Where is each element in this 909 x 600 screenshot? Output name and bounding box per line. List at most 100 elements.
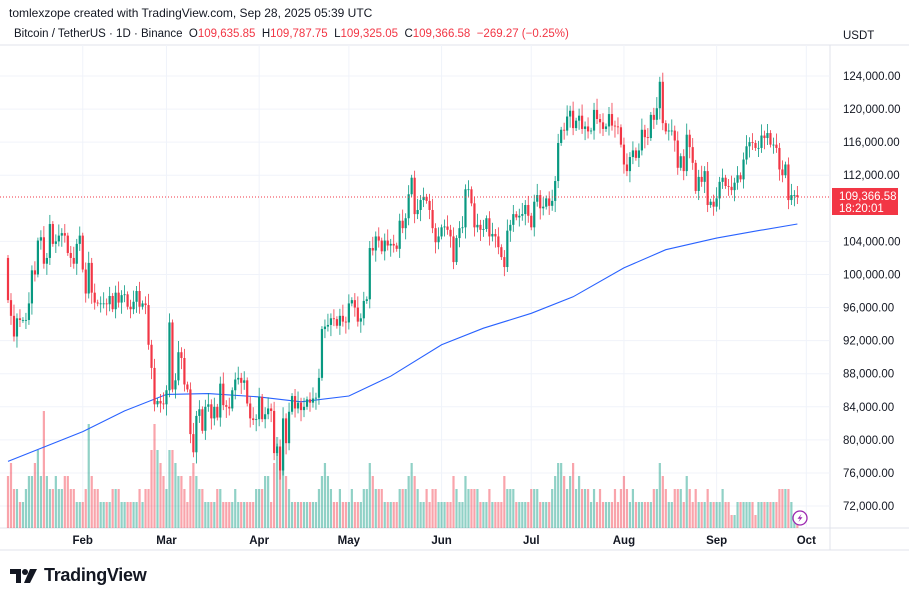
candle-body — [422, 196, 425, 201]
candle-body — [715, 198, 718, 207]
candle — [560, 126, 563, 146]
candle-body — [237, 377, 240, 380]
candle — [601, 113, 605, 136]
candle — [718, 176, 721, 210]
candle-body — [261, 396, 264, 420]
moving-average-line — [7, 223, 798, 462]
candle — [610, 102, 614, 131]
candle-body — [30, 270, 34, 304]
candle — [347, 294, 350, 330]
volume-bar — [207, 502, 210, 528]
candle-body — [296, 402, 300, 409]
candle-body — [610, 114, 614, 126]
volume-bar — [763, 502, 766, 528]
volume-bar — [90, 476, 93, 528]
candle — [790, 183, 793, 206]
candle-body — [177, 352, 180, 381]
volume-bar — [177, 476, 180, 528]
currency-label[interactable]: USDT — [843, 30, 875, 42]
volume-bar — [99, 502, 102, 528]
candle-body — [410, 177, 413, 195]
volume-bar — [485, 502, 488, 528]
volume-bar — [302, 502, 306, 528]
volume-bar — [476, 489, 479, 528]
candle-body — [114, 292, 117, 310]
x-tick-label: Oct — [797, 535, 816, 547]
candle — [518, 208, 521, 227]
volume-bar — [643, 502, 646, 528]
candle — [784, 161, 787, 179]
candle — [643, 124, 646, 149]
candle — [144, 296, 147, 315]
volume-bar — [563, 476, 566, 528]
volume-bar — [407, 476, 410, 528]
candle — [270, 403, 273, 423]
candle-body — [180, 352, 183, 359]
candle-body — [419, 200, 422, 210]
candle — [132, 290, 135, 315]
volume-bar — [790, 502, 793, 528]
candle — [715, 187, 718, 212]
volume-bar — [509, 489, 512, 528]
volume-bar — [712, 502, 715, 528]
volume-bar — [784, 489, 787, 528]
candle — [174, 373, 177, 399]
candle — [667, 123, 670, 141]
volume-bar — [482, 502, 485, 528]
volume-bar — [15, 489, 19, 528]
volume-bar — [153, 424, 156, 528]
candle-body — [201, 409, 204, 431]
candle — [625, 153, 629, 177]
lightning-icon[interactable] — [792, 510, 808, 526]
candle — [374, 231, 377, 262]
high-label: H — [261, 28, 271, 40]
candle-body — [150, 344, 153, 368]
candle — [437, 227, 440, 250]
volume-bar — [583, 489, 587, 528]
volume-bar — [171, 450, 174, 528]
candle — [234, 372, 237, 400]
candle-body — [673, 130, 676, 141]
candle-body — [688, 134, 691, 148]
volume-bar — [261, 489, 264, 528]
candle-body — [6, 257, 10, 301]
candle-body — [123, 294, 126, 296]
candle-body — [276, 446, 279, 454]
candle-body — [380, 240, 383, 252]
candle-body — [374, 236, 377, 251]
candle — [159, 393, 162, 413]
volume-bar — [434, 489, 437, 528]
candle — [72, 246, 75, 269]
candle — [455, 235, 458, 265]
candle — [201, 406, 204, 434]
open-value: 109,635.85 — [197, 28, 256, 40]
candle-body — [733, 182, 736, 191]
symbol-name[interactable]: Bitcoin / TetherUS · 1D · Binance — [14, 28, 183, 40]
candle-body — [781, 169, 784, 176]
volume-bar — [135, 502, 138, 528]
candle-body — [353, 300, 356, 308]
volume-bar — [491, 502, 494, 528]
candle-body — [270, 408, 273, 411]
candle — [27, 292, 31, 325]
volume-bar — [377, 489, 380, 528]
low-label: L — [334, 28, 341, 40]
candle — [739, 172, 742, 183]
credit-text: tomlexzope created with TradingView.com,… — [9, 6, 373, 20]
candle — [793, 190, 796, 207]
candle-body — [246, 380, 249, 404]
candle — [329, 313, 333, 337]
candle-body — [174, 380, 177, 390]
candle-body — [458, 228, 461, 239]
candle — [177, 341, 180, 386]
candle — [51, 221, 54, 247]
x-tick-label: Jun — [431, 535, 451, 547]
candle-body — [344, 321, 347, 323]
volume-bar — [216, 489, 219, 528]
volume-bar — [225, 502, 228, 528]
volume-bar — [709, 502, 712, 528]
candle-body — [255, 419, 258, 421]
candle — [542, 197, 545, 216]
candle-body — [560, 129, 563, 143]
